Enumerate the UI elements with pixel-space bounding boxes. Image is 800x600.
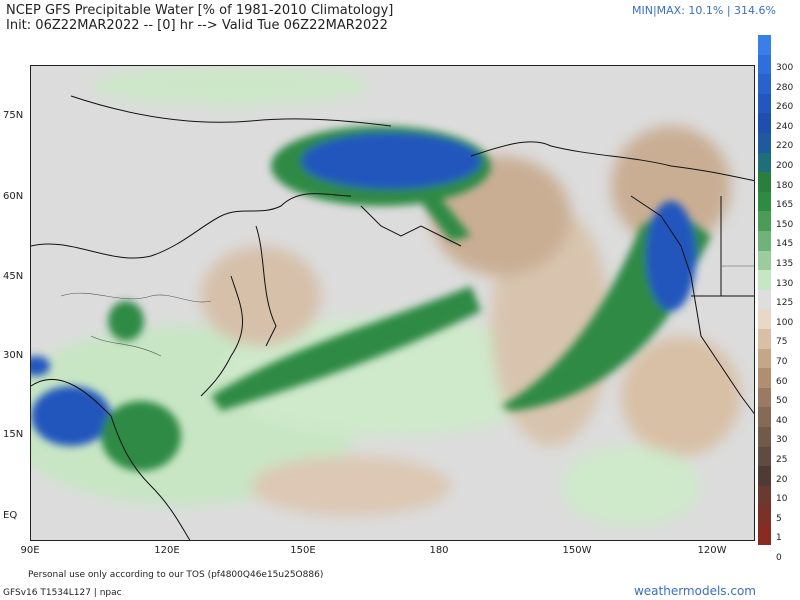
color-scale-label: 70 [776,357,788,367]
model-version: GFSv16 T1534L127 | npac [3,588,122,598]
color-scale-segment [758,54,771,75]
color-scale-segment [758,368,771,389]
color-scale-segment [758,505,771,526]
color-scale-segment [758,446,771,467]
lat-label-30n: 30N [3,350,24,361]
title-line-2: Init: 06Z22MAR2022 -- [0] hr --> Valid T… [6,18,388,33]
map-canvas [31,66,754,540]
color-scale-label: 260 [776,102,794,113]
color-scale-label: 5 [776,513,782,524]
color-scale-label: 300 [776,63,794,73]
lon-label-180: 180 [429,545,449,556]
color-scale-segment [758,348,771,369]
color-scale-segment [758,427,771,448]
color-scale [758,35,771,546]
color-scale-label: 30 [776,435,788,446]
color-scale-segment [758,289,771,310]
color-scale-label: 145 [776,239,794,250]
color-scale-segment [758,466,771,487]
lat-label-75n: 75N [3,110,24,121]
map-panel[interactable] [30,65,755,541]
color-scale-segment [758,485,771,506]
color-scale-label: 280 [776,82,794,93]
color-scale-label: 180 [776,180,794,191]
color-scale-segment [758,525,771,546]
color-scale-segment [758,133,771,154]
color-scale-label: 10 [776,494,788,505]
lat-label-15n: 15N [3,429,24,440]
lon-label-120e: 120E [154,545,180,556]
map-title: NCEP GFS Precipitable Water [% of 1981-2… [6,3,393,33]
color-scale-segment [758,152,771,173]
borders [60,265,754,357]
color-scale-label: 100 [776,317,794,328]
lon-label-150w: 150W [562,545,592,556]
color-scale-segment [758,74,771,95]
lon-label-120w: 120W [697,545,727,556]
color-scale-label: 1 [776,533,782,544]
color-scale-segment [758,172,771,193]
color-scale-segment [758,231,771,252]
site-link[interactable]: weathermodels.com [633,584,756,598]
color-scale-segment [758,113,771,134]
color-scale-label: 125 [776,298,794,309]
color-scale-label: 240 [776,121,794,132]
color-scale-label: 165 [776,200,794,211]
lon-label-90e: 90E [20,545,40,556]
color-scale-label: 40 [776,415,788,426]
lat-label-60n: 60N [3,191,24,202]
color-scale-segment [758,211,771,232]
color-scale-label: 200 [776,161,794,171]
color-scale-label: 75 [776,337,788,348]
tos-notice: Personal use only according to our TOS (… [28,570,324,580]
color-scale-segment [758,93,771,114]
lat-label-eq: EQ [3,510,18,521]
color-scale-segment [758,250,771,271]
color-scale-segment [758,35,771,56]
color-scale-label: 50 [776,396,788,407]
color-scale-segment [758,329,771,350]
color-scale-segment [758,270,771,291]
color-scale-segment [758,309,771,330]
color-scale-segment [758,191,771,212]
lat-label-45n: 45N [3,271,24,282]
color-scale-label: 220 [776,141,794,152]
min-max-readout: MIN|MAX: 10.1% | 314.6% [631,4,776,17]
color-scale-segment [758,407,771,428]
color-scale-label: 150 [776,219,794,230]
lon-label-150e: 150E [290,545,316,556]
color-scale-label: 60 [776,376,788,387]
color-scale-label: 135 [776,259,794,269]
color-scale-label: 0 [776,553,782,563]
color-scale-label: 130 [776,278,794,289]
title-line-1: NCEP GFS Precipitable Water [% of 1981-2… [6,3,394,18]
color-scale-label: 20 [776,474,788,485]
coastlines [31,95,754,540]
color-scale-label: 25 [776,455,788,465]
high-moisture-plumes [31,126,711,471]
color-scale-segment [758,387,771,408]
